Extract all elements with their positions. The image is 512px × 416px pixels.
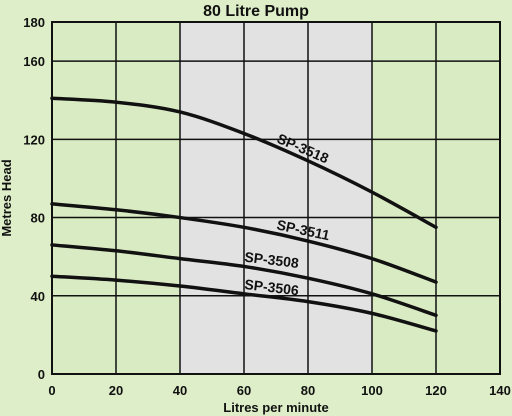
shaded-band (180, 22, 372, 374)
plot-border (51, 21, 501, 375)
x-tick-label: 120 (425, 383, 447, 398)
series-line-sp-3506 (50, 274, 438, 333)
y-tick-label: 80 (31, 211, 45, 226)
x-tick-labels: 0 20 40 60 80 100 120 140 (48, 383, 510, 398)
series-label-sp-3508: SP-3508 (244, 249, 300, 272)
x-axis-label: Litres per minute (223, 400, 328, 415)
y-tick-label: 160 (23, 54, 45, 69)
y-axis-label: Metres Head (0, 159, 14, 236)
x-tick-label: 80 (301, 383, 315, 398)
x-tick-label: 140 (489, 383, 511, 398)
x-tick-label: 20 (109, 383, 123, 398)
series-label-sp-3506: SP-3506 (244, 276, 300, 299)
series-line-sp-3511 (50, 202, 438, 284)
chart-title: 80 Litre Pump (203, 3, 309, 20)
x-tick-label: 40 (173, 383, 187, 398)
x-tick-label: 0 (48, 383, 55, 398)
x-tick-label: 100 (361, 383, 383, 398)
y-tick-labels: 0 40 80 120 160 180 (23, 15, 45, 382)
y-tick-label: 40 (31, 289, 45, 304)
series-line-sp-3518 (50, 96, 438, 230)
y-tick-label: 180 (23, 15, 45, 30)
y-tick-label: 0 (38, 367, 45, 382)
series-line-sp-3508 (50, 243, 438, 318)
y-tick-label: 120 (23, 132, 45, 147)
x-tick-label: 60 (237, 383, 251, 398)
